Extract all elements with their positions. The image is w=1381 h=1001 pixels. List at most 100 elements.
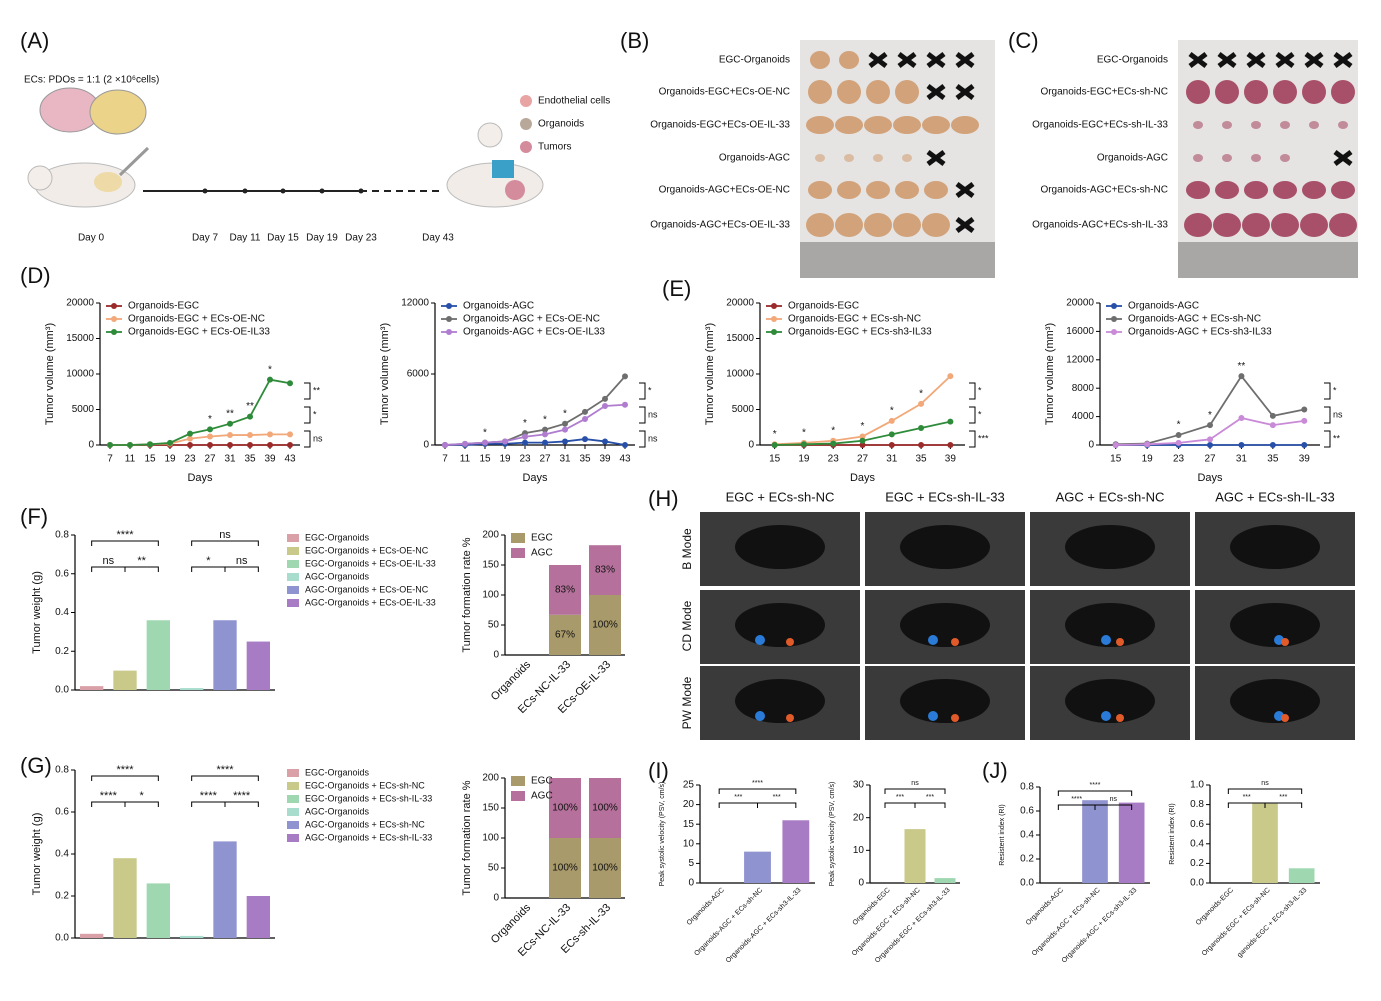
y-tick-label: 20: [683, 799, 695, 810]
lesion: [900, 525, 990, 569]
data-point: [800, 441, 807, 448]
bar: [213, 620, 237, 690]
tumor: [837, 181, 861, 199]
lesion: [1230, 679, 1320, 723]
row-label: Organoids-AGC: [1097, 153, 1168, 164]
legend-label: EGC-Organoids + ECs-sh-IL-33: [305, 793, 432, 803]
significance: **: [1333, 433, 1341, 443]
legend-swatch: [287, 586, 299, 594]
cross-mark: [955, 217, 975, 233]
y-tick-label: 30: [853, 780, 865, 791]
bar: [744, 851, 771, 883]
timeline-dot: [202, 188, 208, 194]
bar: [1118, 802, 1145, 883]
bar: [782, 820, 810, 883]
data-point: [582, 408, 588, 415]
doppler: [1101, 711, 1111, 721]
doppler: [1116, 638, 1124, 646]
bracket: [191, 540, 259, 546]
y-tick-label: 0: [423, 440, 429, 451]
bracket: [1324, 406, 1331, 424]
tumor: [808, 80, 832, 104]
legend-marker: [771, 329, 777, 335]
data-point: [187, 435, 193, 442]
day-label: Day 19: [306, 233, 338, 244]
bracket: [91, 775, 159, 781]
tumor: [844, 154, 854, 162]
data-point: [227, 420, 233, 427]
bracket: [224, 801, 259, 807]
legend-label: Organoids: [538, 119, 584, 130]
tumor: [1244, 80, 1268, 104]
significance: ns: [1333, 409, 1343, 419]
doppler: [928, 635, 938, 645]
legend-label: Endothelial cells: [538, 96, 610, 107]
tumor: [1280, 121, 1290, 129]
legend-label: AGC-Organoids: [305, 571, 370, 581]
y-axis-label: Tumor weight (g): [31, 571, 43, 654]
cross-mark: [897, 52, 917, 68]
legend-swatch: [287, 821, 299, 829]
bar: [904, 829, 926, 883]
legend-label: EGC: [531, 776, 553, 787]
doppler: [1116, 714, 1124, 722]
y-tick-label: 10: [683, 838, 695, 849]
column-header: AGC + ECs-sh-NC: [1056, 489, 1165, 504]
y-axis-label: Peak systolic velocity (PSV, cm/s): [829, 782, 836, 887]
legend-label: EGC: [531, 533, 553, 544]
significance: *: [1333, 385, 1337, 395]
cross-mark: [1188, 52, 1208, 68]
legend-marker: [446, 329, 452, 335]
y-tick-label: 0.8: [55, 765, 69, 776]
x-tick-label: 35: [244, 454, 256, 465]
y-tick-label: 20000: [726, 298, 754, 309]
row-label: B Mode: [680, 528, 694, 570]
tumor: [1186, 80, 1210, 104]
x-tick-label: 27: [857, 454, 869, 465]
tumor: [902, 154, 912, 162]
doppler: [786, 714, 794, 722]
data-point: [602, 402, 608, 409]
lesion: [900, 603, 990, 647]
data-point: [267, 442, 273, 448]
y-axis-label: Resistent index (RI): [999, 804, 1006, 865]
tumor: [810, 51, 830, 69]
x-tick-label: 43: [619, 454, 631, 465]
data-point: [562, 438, 568, 445]
bar: [246, 641, 270, 690]
data-point: [287, 380, 293, 387]
lesion: [735, 679, 825, 723]
y-tick-label: 20000: [66, 298, 94, 309]
significance: ns: [648, 433, 658, 443]
data-point: [1238, 373, 1245, 380]
bar-segment: [549, 565, 581, 615]
tumor: [895, 181, 919, 199]
bracket: [884, 788, 946, 794]
x-tick-label: 31: [886, 454, 898, 465]
cross-mark: [1246, 52, 1266, 68]
cross-mark: [1304, 52, 1324, 68]
legend-swatch: [511, 548, 525, 558]
y-tick-label: 0.2: [1190, 858, 1204, 869]
tumor: [1331, 80, 1355, 104]
data-point: [147, 441, 153, 448]
panel-label: (B): [620, 28, 649, 53]
tumor: [839, 51, 859, 69]
legend-icon: [520, 118, 532, 130]
doppler: [951, 638, 959, 646]
data-point: [187, 442, 193, 448]
cross-mark: [1333, 150, 1353, 166]
significance: ***: [896, 794, 904, 801]
x-tick-label: Organoids-EGC + ECs-sh-NC: [1201, 887, 1272, 958]
data-point: [227, 432, 233, 439]
bar: [146, 883, 170, 938]
data-point: [187, 430, 193, 437]
bracket: [1057, 790, 1133, 796]
cross-mark: [926, 52, 946, 68]
bar: [80, 686, 104, 690]
significance: ns: [1110, 796, 1118, 803]
y-tick-label: 15000: [66, 333, 94, 344]
bracket: [91, 566, 126, 572]
bracket: [304, 406, 311, 424]
y-tick-label: 0.4: [1190, 838, 1204, 849]
